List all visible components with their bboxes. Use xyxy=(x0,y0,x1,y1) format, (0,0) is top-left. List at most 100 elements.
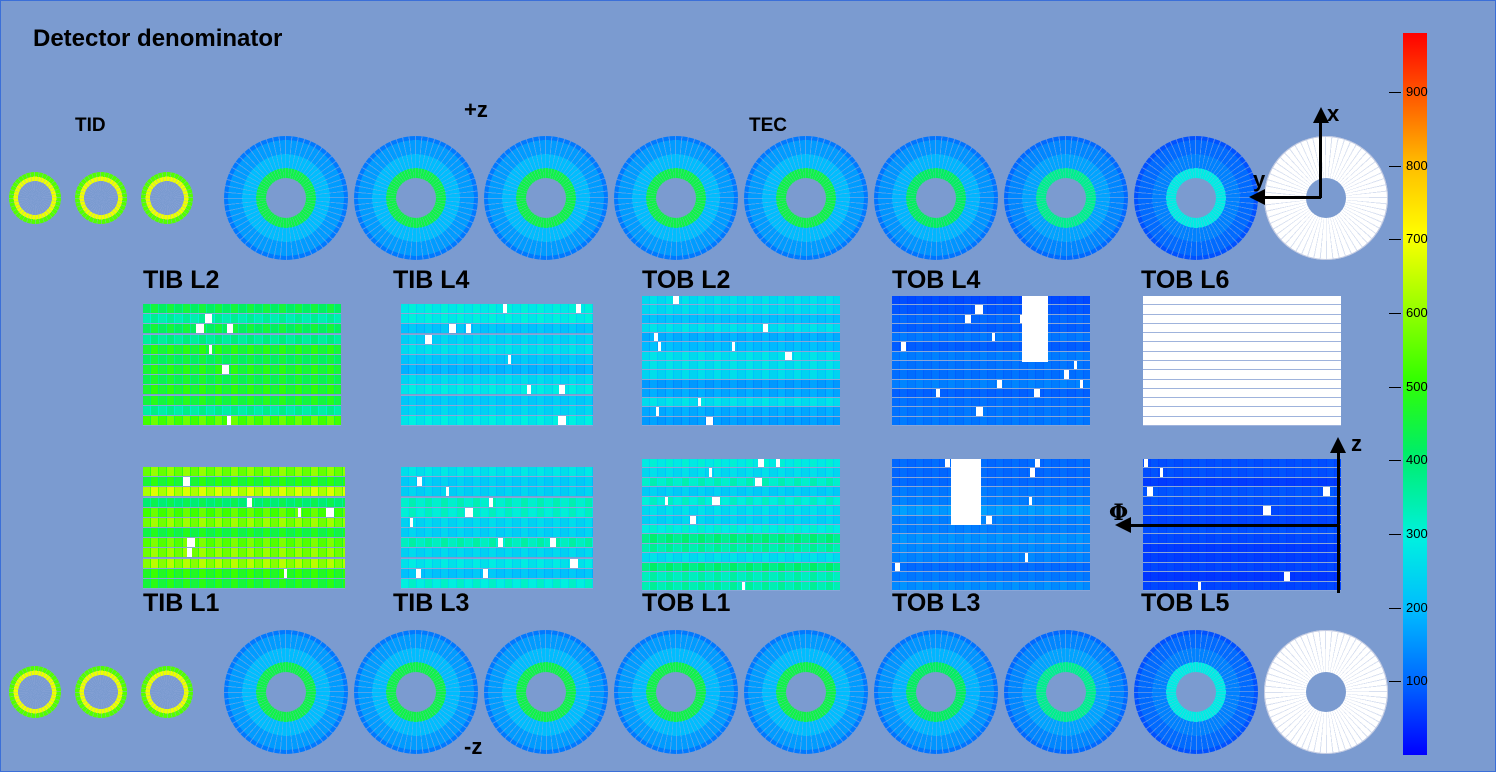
barrel-row-gap xyxy=(892,514,1090,516)
barrel-row-gap xyxy=(642,552,840,554)
dead-module-cell xyxy=(489,497,493,507)
barrel-row xyxy=(143,354,341,364)
dead-module-cell xyxy=(446,487,449,497)
barrel-row-gap xyxy=(642,590,840,591)
barrel-row xyxy=(401,385,593,395)
barrel-row-gap xyxy=(642,542,840,544)
barrel-row-gap xyxy=(401,557,593,559)
barrel-row-gap xyxy=(143,323,341,325)
barrel-row-gap xyxy=(401,567,593,569)
barrel-row-gap xyxy=(642,505,840,507)
dead-module-cell xyxy=(992,333,995,342)
barrel-row xyxy=(892,543,1090,553)
dead-module-cell xyxy=(690,515,696,524)
barrel-row-gap xyxy=(1143,304,1341,306)
barrel-row xyxy=(1143,515,1341,524)
barrel-row-gap xyxy=(1143,360,1341,361)
barrel-row xyxy=(1143,416,1341,425)
barrel-row-gap xyxy=(1143,406,1341,408)
color-scale-tick xyxy=(1389,533,1401,535)
barrel-row xyxy=(892,342,1090,351)
dead-module-cell xyxy=(936,388,940,398)
dead-module-cell xyxy=(665,496,668,506)
barrel-row-gap xyxy=(642,514,840,516)
barrel-row-gap xyxy=(143,425,341,426)
barrel-row-gap xyxy=(892,467,1090,469)
barrel-row-gap xyxy=(143,414,341,416)
barrel-row xyxy=(642,342,840,351)
barrel-row-gap xyxy=(1143,313,1341,315)
barrel-row-gap xyxy=(1143,415,1341,417)
barrel-row-gap xyxy=(143,476,345,478)
dead-module-cell xyxy=(417,477,422,487)
barrel-row-gap xyxy=(642,476,840,478)
barrel-row-gap xyxy=(892,406,1090,408)
barrel-row xyxy=(892,305,1090,314)
barrel-row-gap xyxy=(1143,505,1341,507)
barrel-row xyxy=(1143,342,1341,351)
dead-module-cell xyxy=(732,342,735,351)
y-axis-label: y xyxy=(1253,167,1266,192)
barrel-row-gap xyxy=(401,394,593,396)
dead-module-cell xyxy=(901,342,906,351)
barrel-row-gap xyxy=(642,561,840,563)
barrel-layer-label: TOB L2 xyxy=(642,266,731,294)
dead-module-cell xyxy=(466,324,471,334)
tec-disk xyxy=(354,630,478,754)
barrel-layer-map xyxy=(1143,296,1341,426)
dead-module-cell xyxy=(209,344,212,354)
barrel-row-gap xyxy=(401,527,593,528)
barrel-row-gap xyxy=(143,333,341,335)
color-scale-tick xyxy=(1389,386,1401,388)
tec-disk-hole xyxy=(266,178,306,218)
barrel-row-gap xyxy=(892,369,1090,371)
tec-disk-hole xyxy=(266,672,306,712)
dead-module-cell xyxy=(776,459,780,468)
tec-disk xyxy=(1004,136,1128,260)
barrel-row xyxy=(642,562,840,572)
barrel-layer-map xyxy=(892,459,1090,591)
barrel-row xyxy=(892,496,1090,506)
dead-module-cell xyxy=(895,562,900,572)
barrel-layer-label: TIB L1 xyxy=(143,589,220,617)
barrel-row xyxy=(642,379,840,388)
dead-module-cell xyxy=(465,507,473,517)
dead-module-cell xyxy=(1323,487,1330,496)
dead-module-block xyxy=(951,459,981,525)
barrel-layer-label: TOB L3 xyxy=(892,589,981,617)
color-scale-tick-label: 400 xyxy=(1406,452,1428,468)
color-scale-tick xyxy=(1389,312,1401,314)
barrel-row-gap xyxy=(1143,350,1341,352)
barrel-row xyxy=(642,496,840,506)
color-scale-tick xyxy=(1389,165,1401,167)
barrel-layer-map xyxy=(401,467,593,589)
dead-module-cell xyxy=(976,407,983,416)
barrel-row xyxy=(1143,506,1341,515)
dead-module-cell xyxy=(1147,487,1153,496)
tid-label: TID xyxy=(75,115,106,136)
dead-module-cell xyxy=(576,304,581,314)
tec-disk-hole xyxy=(916,178,956,218)
barrel-row xyxy=(143,528,345,538)
barrel-row-gap xyxy=(401,516,593,518)
barrel-row xyxy=(401,467,593,477)
barrel-row xyxy=(892,416,1090,425)
barrel-row xyxy=(892,477,1090,487)
barrel-row xyxy=(401,487,593,497)
color-scale-tick xyxy=(1389,91,1401,93)
barrel-row-gap xyxy=(401,353,593,355)
dead-module-cell xyxy=(570,558,578,568)
barrel-row xyxy=(1143,296,1341,305)
barrel-row-gap xyxy=(401,343,593,345)
color-scale-bar xyxy=(1403,33,1427,755)
barrel-row xyxy=(892,534,1090,543)
barrel-layer-label: TOB L1 xyxy=(642,589,731,617)
barrel-row-gap xyxy=(892,332,1090,334)
dead-module-cell xyxy=(706,416,713,425)
dead-module-cell xyxy=(1034,388,1040,398)
dead-module-cell xyxy=(410,517,413,527)
dead-module-cell xyxy=(1160,468,1163,477)
barrel-row-gap xyxy=(1143,467,1341,469)
barrel-row xyxy=(1143,398,1341,407)
